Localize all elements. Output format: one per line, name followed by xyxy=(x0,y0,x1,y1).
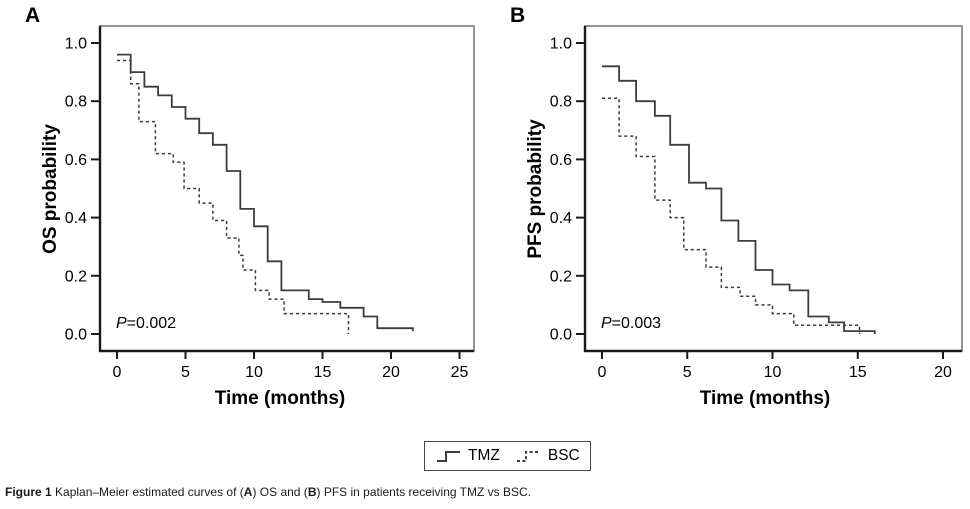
caption-text: Figure 1 xyxy=(5,485,56,499)
km-curve-tmz xyxy=(602,65,876,334)
x-axis-title-b: Time (months) xyxy=(699,388,831,409)
plot-frame xyxy=(99,25,475,352)
caption-text: B xyxy=(307,485,317,499)
y-axis-title-pfs: PFS probability xyxy=(525,119,546,259)
p-symbol: P xyxy=(601,315,612,332)
y-tick-label: 0.0 xyxy=(65,327,87,344)
y-tick-label: 0.4 xyxy=(65,210,87,227)
caption-text: A xyxy=(243,485,253,499)
dashed-step-line-icon xyxy=(516,451,540,462)
panel-os: 1.0 0.8 0.6 0.4 0.2 0.0 0 5 10 15 20 25 A OS probab… xyxy=(0,0,485,420)
caption-text: ) OS and ( xyxy=(252,485,308,499)
panel-pfs: 1.0 0.8 0.6 0.4 0.2 0.0 0 5 10 15 20 B PFS probabi… xyxy=(485,0,970,420)
x-tick-label: 15 xyxy=(849,364,867,381)
legend-item-bsc: BSC xyxy=(515,447,580,465)
y-tick-label: 0.2 xyxy=(550,268,572,285)
legend-glyph xyxy=(516,451,540,462)
y-axis-title-os: OS probability xyxy=(40,124,61,254)
x-axis-title-a: Time (months) xyxy=(214,388,346,409)
p-value-text: =0.003 xyxy=(611,315,662,332)
y-tick-label: 0.8 xyxy=(65,94,87,111)
y-tick-label: 0.8 xyxy=(550,94,572,111)
caption-text: Kaplan–Meier estimated curves of ( xyxy=(55,485,244,499)
y-tick-label: 0.6 xyxy=(65,152,87,169)
x-tick-label: 10 xyxy=(764,364,782,381)
panel-label-a: A xyxy=(25,4,41,27)
p-value-b: P=0.003 xyxy=(601,315,661,333)
x-tick-label: 20 xyxy=(934,364,952,381)
caption-text: ) PFS in patients receiving TMZ vs BSC. xyxy=(316,485,531,499)
y-tick-label: 0.0 xyxy=(550,327,572,344)
legend-glyph xyxy=(437,451,460,462)
figure-caption: Figure 1 Kaplan–Meier estimated curves o… xyxy=(5,485,531,499)
km-plot-os: 1.0 0.8 0.6 0.4 0.2 0.0 0 5 10 15 20 25 xyxy=(65,25,475,381)
x-tick-label: 0 xyxy=(598,364,607,381)
p-value-text: =0.002 xyxy=(126,315,177,332)
legend-label: BSC xyxy=(547,447,580,464)
y-tick-label: 0.4 xyxy=(550,210,572,227)
y-tick-label: 0.6 xyxy=(550,152,572,169)
x-tick-label: 15 xyxy=(314,364,332,381)
plot-frame xyxy=(584,25,963,352)
solid-step-line-icon xyxy=(437,451,460,462)
x-tick-label: 5 xyxy=(181,364,190,381)
km-curve-bsc xyxy=(602,97,861,334)
p-value-a: P=0.002 xyxy=(116,315,176,333)
y-tick-label: 0.2 xyxy=(65,268,87,285)
x-tick-label: 0 xyxy=(113,364,122,381)
panel-label-b: B xyxy=(510,4,526,27)
km-curve-bsc xyxy=(117,59,350,334)
km-plot-pfs: 1.0 0.8 0.6 0.4 0.2 0.0 0 5 10 15 20 xyxy=(550,25,963,381)
y-tick-label: 1.0 xyxy=(65,36,87,53)
x-tick-label: 20 xyxy=(382,364,400,381)
x-tick-label: 25 xyxy=(451,364,469,381)
legend: TMZ BSC xyxy=(424,441,591,471)
legend-item-tmz: TMZ xyxy=(435,447,500,465)
x-tick-label: 10 xyxy=(245,364,263,381)
p-symbol: P xyxy=(116,315,127,332)
x-tick-label: 5 xyxy=(683,364,692,381)
km-curve-tmz xyxy=(117,53,414,332)
y-tick-label: 1.0 xyxy=(550,36,572,53)
legend-label: TMZ xyxy=(468,447,500,464)
